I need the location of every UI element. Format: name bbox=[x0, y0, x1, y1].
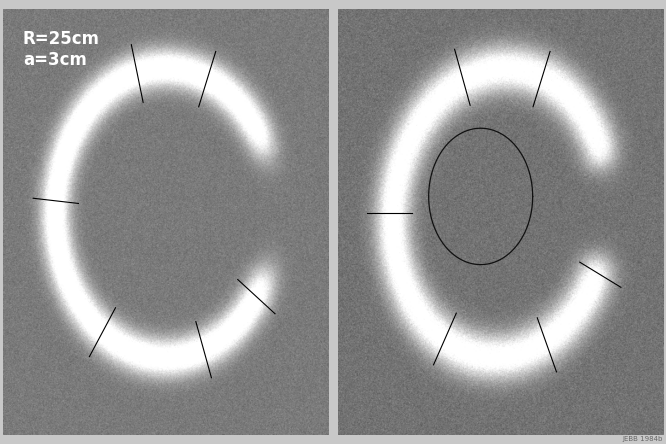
Text: JEBB 1984b: JEBB 1984b bbox=[622, 436, 663, 442]
Text: R=25cm
a=3cm: R=25cm a=3cm bbox=[23, 30, 100, 69]
